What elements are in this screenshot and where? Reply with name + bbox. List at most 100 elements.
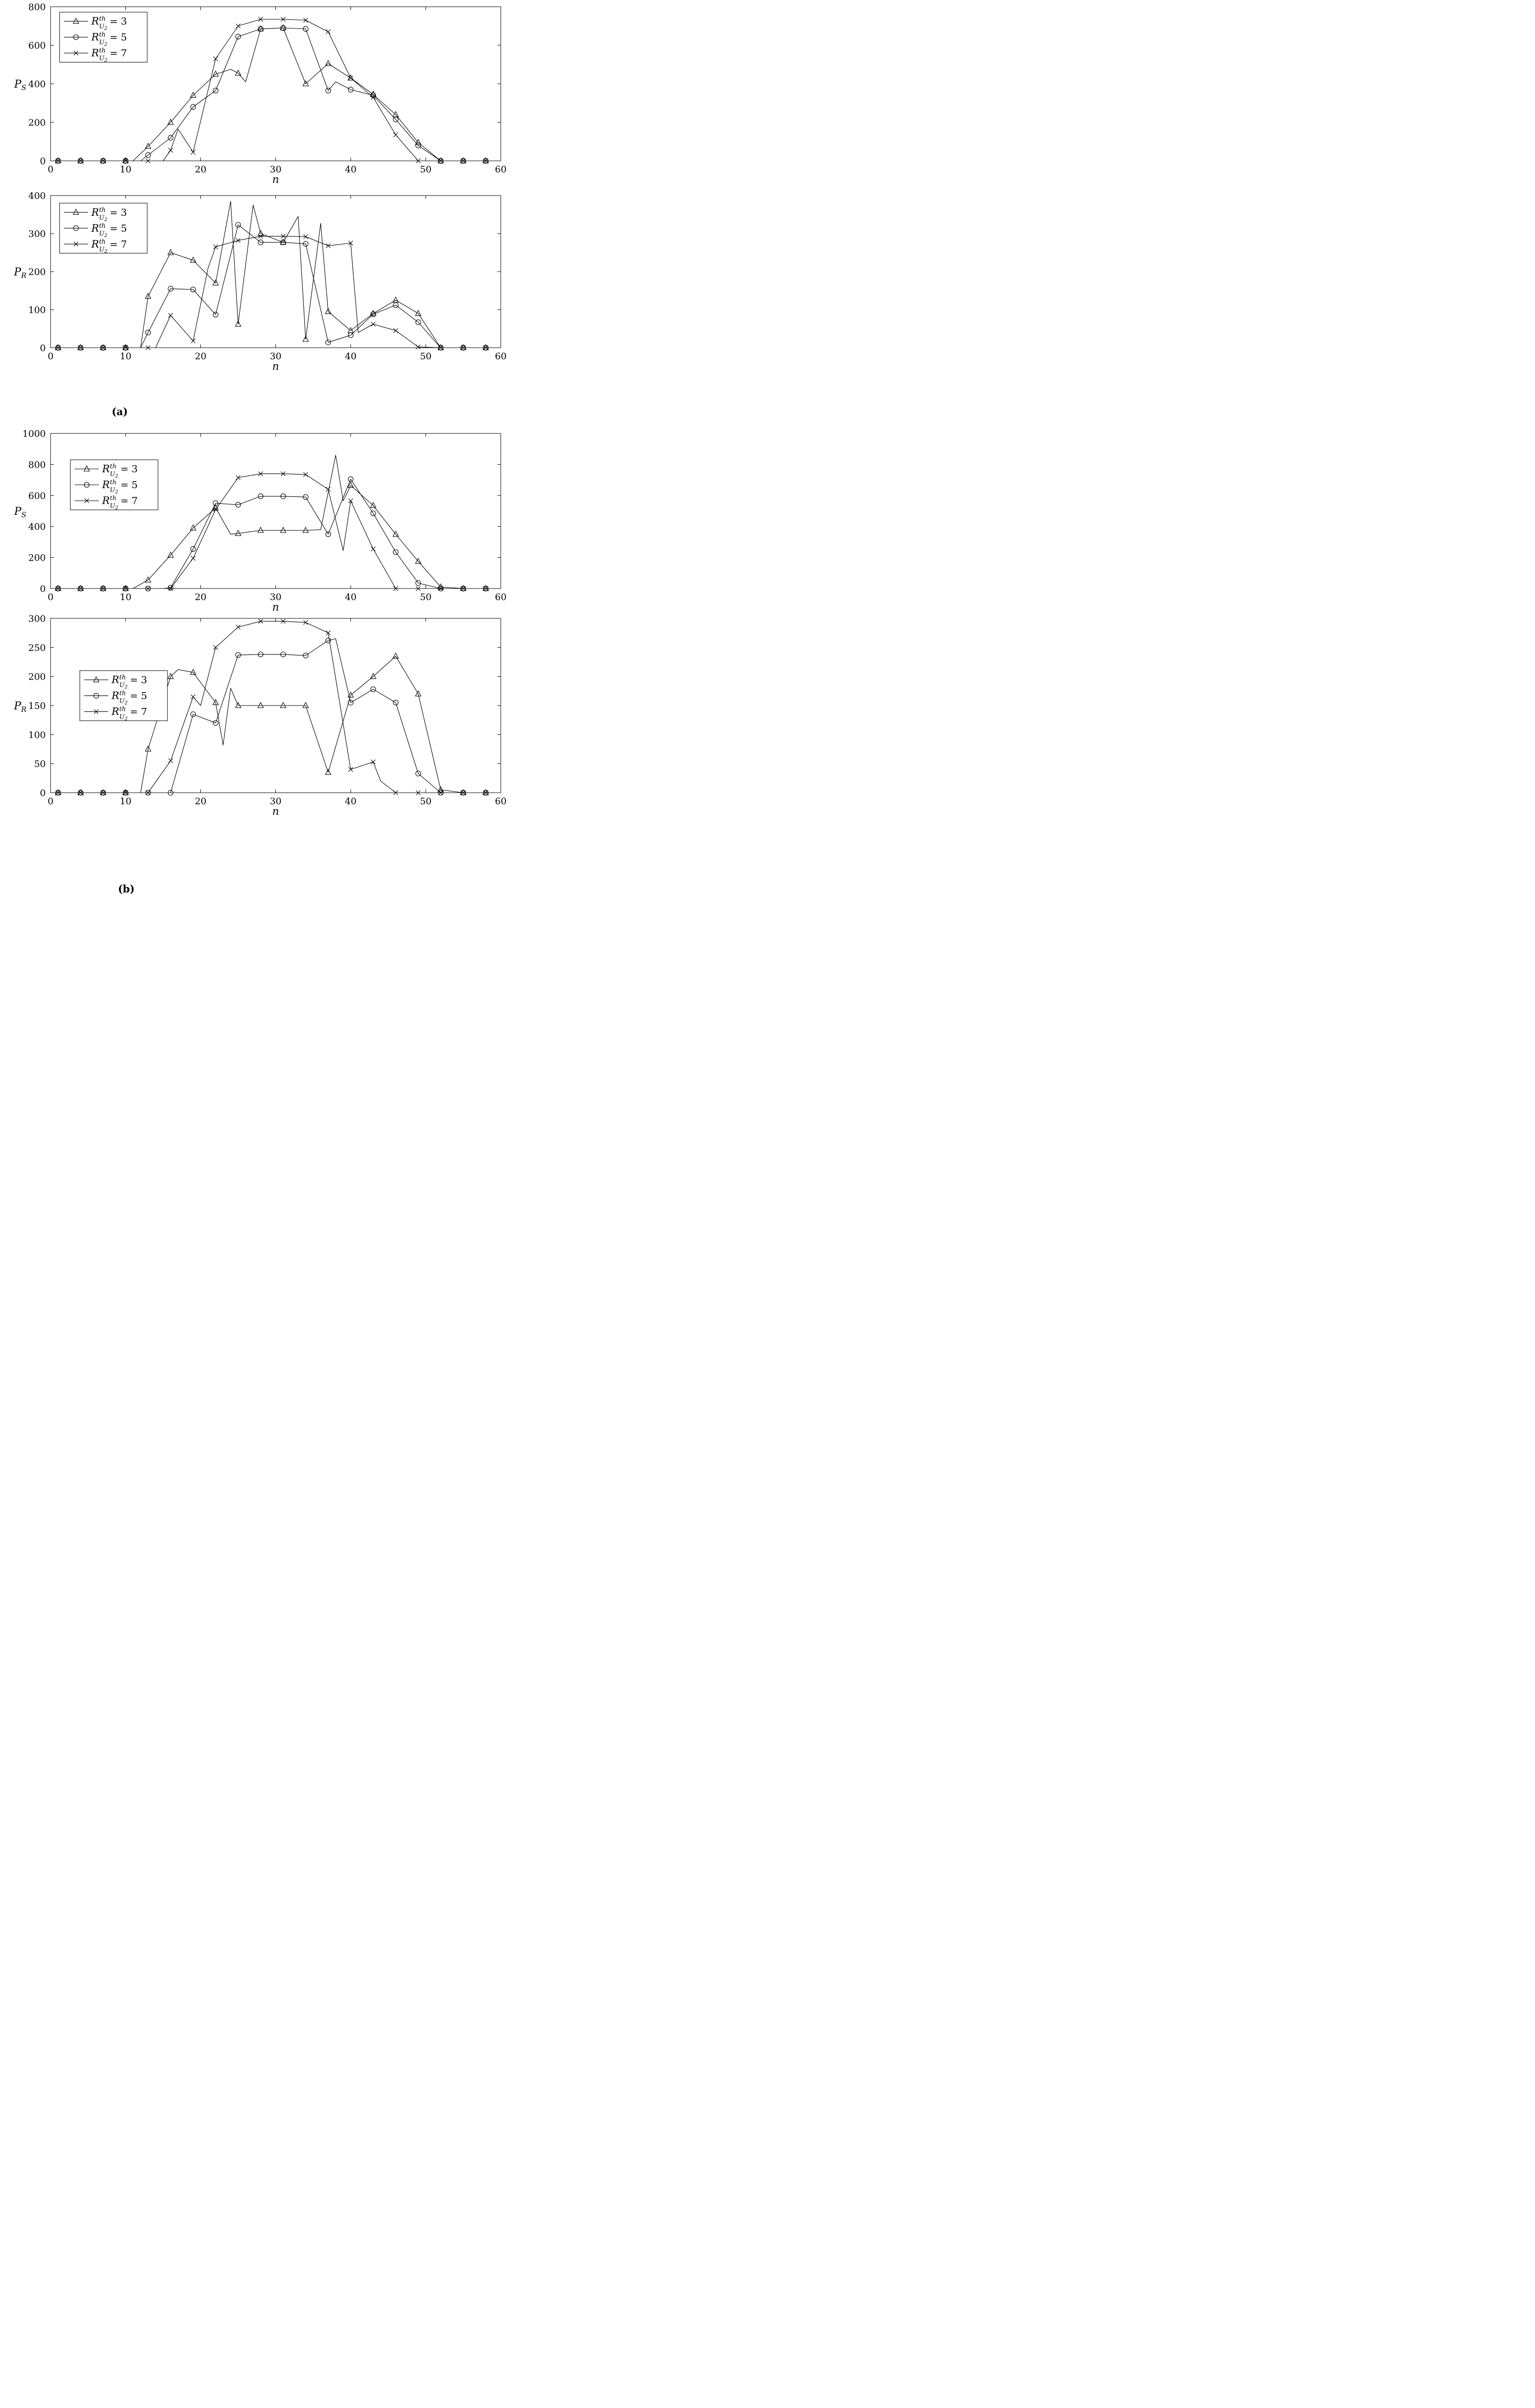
triangle-marker	[234, 530, 242, 536]
x-marker	[303, 234, 308, 239]
circle-marker	[348, 87, 354, 92]
triangle-marker	[77, 585, 84, 591]
x-marker	[371, 759, 376, 765]
triangle-marker	[190, 524, 196, 531]
circle-marker	[258, 239, 264, 245]
triangle-marker	[370, 502, 377, 508]
legend-entry-label: Rth U2= 5	[111, 690, 147, 706]
y-axis-label: PS	[13, 506, 26, 519]
x-axis-label: n	[272, 806, 279, 818]
triangle-marker	[234, 320, 242, 327]
x-marker	[461, 586, 466, 591]
x-marker	[213, 56, 218, 61]
subfigure-label-b: (b)	[118, 883, 135, 895]
y-tick-label: 300	[28, 614, 46, 624]
x-marker	[303, 472, 308, 477]
triangle-marker	[54, 157, 62, 164]
triangle-marker	[280, 238, 286, 245]
y-tick-label: 600	[28, 491, 46, 501]
triangle-marker	[190, 668, 196, 675]
triangle-marker	[392, 530, 399, 537]
triangle-marker	[482, 157, 489, 164]
circle-marker	[303, 653, 309, 658]
circle-marker	[325, 531, 331, 537]
x-tick-label: 60	[495, 592, 507, 602]
triangle-marker	[257, 702, 264, 708]
triangle-marker	[347, 691, 354, 698]
y-tick-label: 600	[28, 40, 46, 51]
x-marker	[213, 244, 218, 249]
triangle-marker	[280, 702, 286, 708]
circle-marker	[325, 638, 331, 643]
triangle-marker	[234, 69, 242, 76]
x-tick-label: 30	[270, 592, 281, 602]
x-marker	[78, 158, 83, 163]
series-markers-x	[55, 17, 488, 163]
series-markers-x	[55, 471, 488, 591]
x-marker	[235, 475, 241, 480]
triangle-marker	[370, 673, 377, 679]
x-marker	[325, 243, 331, 249]
triangle-marker	[54, 344, 62, 351]
y-axis-label: PR	[13, 266, 26, 280]
circle-marker	[190, 711, 196, 717]
y-axis-label: PR	[13, 700, 26, 714]
triangle-marker	[257, 25, 264, 32]
x-marker	[191, 338, 196, 343]
x-tick-label: 10	[120, 796, 131, 807]
y-tick-label: 250	[28, 642, 46, 653]
triangle-marker	[280, 24, 286, 31]
x-marker	[145, 345, 151, 350]
x-marker	[101, 345, 106, 350]
x-marker	[123, 345, 128, 350]
circle-marker	[393, 302, 399, 308]
legend-entry-label: Rth U2= 7	[91, 47, 127, 63]
legend-entry-label: Rth U2= 5	[91, 31, 127, 47]
circle-marker	[213, 720, 219, 726]
x-marker	[461, 158, 466, 163]
x-tick-label: 40	[345, 796, 356, 807]
series-markers-x	[55, 234, 488, 350]
triangle-marker	[167, 673, 174, 679]
y-tick-label: 800	[28, 459, 46, 470]
triangle-marker	[370, 310, 377, 316]
triangle-marker	[482, 585, 489, 591]
triangle-marker	[482, 789, 489, 796]
x-marker	[93, 709, 99, 714]
x-marker	[101, 586, 106, 591]
x-marker	[348, 240, 353, 246]
triangle-marker	[144, 292, 152, 299]
y-tick-label: 800	[28, 2, 46, 13]
legend-entry-label: Rth U2= 7	[111, 706, 147, 722]
series-markers-circle	[55, 638, 489, 796]
x-marker	[393, 790, 398, 795]
x-marker	[348, 76, 353, 80]
circle-marker	[370, 686, 376, 692]
x-marker	[483, 586, 488, 591]
triangle-marker	[460, 157, 467, 164]
triangle-marker	[122, 585, 129, 591]
x-marker	[393, 132, 398, 137]
triangle-marker	[460, 789, 467, 796]
circle-marker	[190, 546, 196, 552]
x-marker	[393, 328, 398, 333]
x-tick-label: 10	[120, 164, 131, 175]
triangle-marker	[212, 279, 219, 286]
legend-entry-label: Rth U2= 3	[91, 15, 127, 31]
x-marker	[483, 158, 488, 163]
y-tick-label: 400	[28, 79, 46, 90]
circle-marker	[213, 88, 219, 93]
circle-marker	[145, 329, 151, 336]
x-marker	[483, 345, 488, 350]
triangle-marker	[460, 344, 467, 351]
x-marker	[281, 619, 286, 624]
circle-marker	[303, 241, 309, 247]
x-marker	[258, 234, 263, 239]
x-marker	[235, 625, 241, 630]
x-marker	[281, 234, 286, 239]
x-tick-label: 20	[195, 164, 207, 175]
x-marker	[168, 758, 173, 763]
